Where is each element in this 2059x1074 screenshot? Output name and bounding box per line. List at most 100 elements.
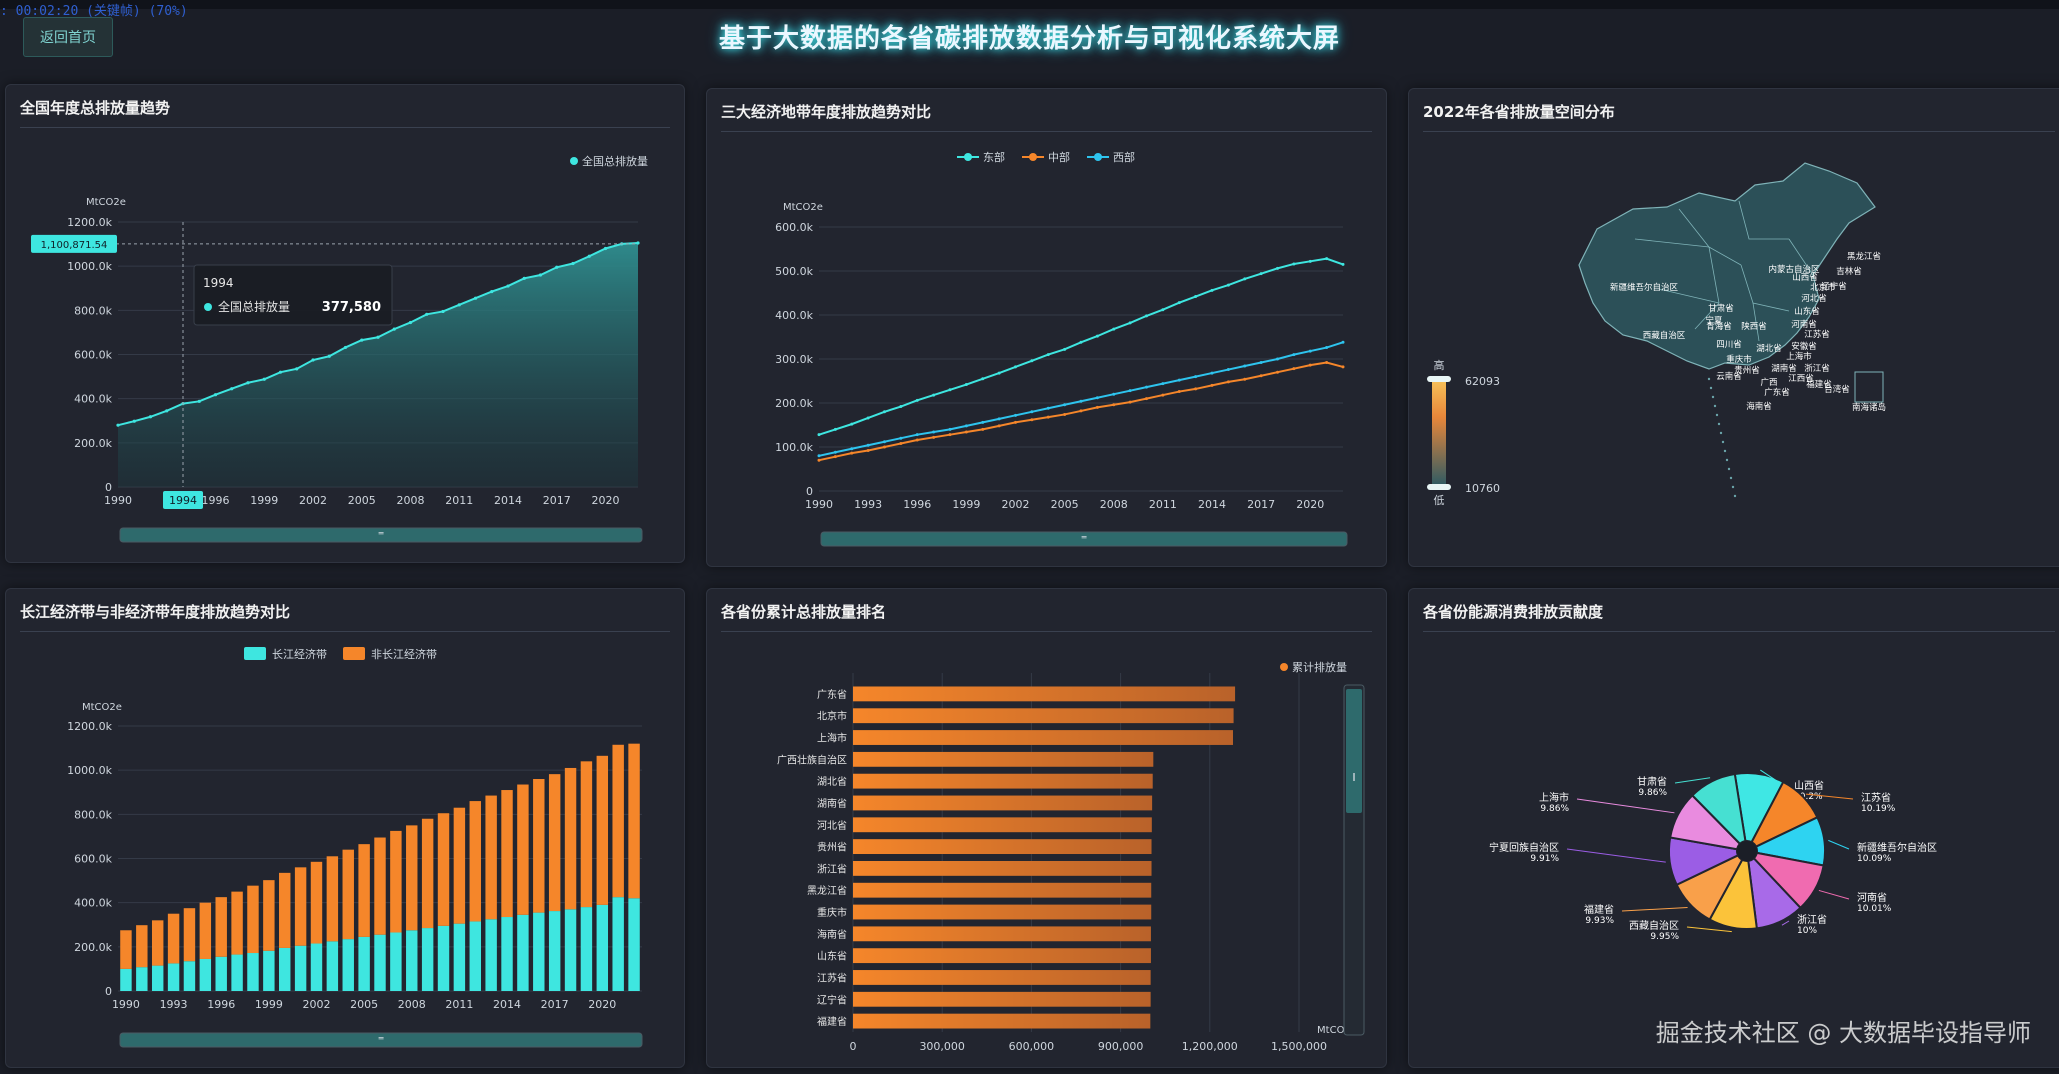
y-category-label: 河北省 — [817, 819, 847, 832]
data-point — [230, 387, 234, 391]
data-point — [1226, 283, 1230, 287]
pie-label-name: 上海市 — [1539, 791, 1569, 804]
pie-label-value: 10.2% — [1794, 792, 1823, 802]
bar-segment — [437, 925, 450, 991]
data-point — [1341, 262, 1345, 266]
visual-map-handle-bottom — [1427, 484, 1451, 490]
data-point — [1194, 375, 1198, 379]
y-tick-label: 0 — [806, 485, 813, 498]
divider — [20, 631, 670, 632]
province-label: 安徽省 — [1791, 341, 1817, 352]
pie-leader-line — [1828, 839, 1850, 850]
data-point — [587, 254, 591, 258]
data-point — [278, 370, 283, 374]
data-point — [997, 371, 1001, 375]
y-tick-label: 400.0k — [74, 897, 112, 910]
x-tick-label: 2011 — [445, 494, 473, 507]
island-dot — [1711, 395, 1715, 399]
yangtze-stacked-bar-chart[interactable]: MtCO2e 长江经济带 非长江经济带 0 200.0k 400.0k 600.0k 800.… — [6, 589, 684, 1067]
bar-segment — [628, 743, 640, 899]
bar-segment — [342, 849, 354, 940]
bar-segment — [469, 921, 481, 991]
data-point — [408, 320, 413, 325]
x-tick-label: 2005 — [1051, 498, 1079, 511]
pie-label-value: 9.93% — [1585, 916, 1614, 926]
bar-segment — [294, 945, 307, 991]
legend-marker — [570, 157, 578, 165]
bar-segment — [390, 830, 402, 933]
data-point — [1030, 410, 1034, 414]
province-border — [1738, 200, 1789, 240]
bar-segment — [358, 936, 370, 991]
ranking-bar-chart[interactable]: 累计排放量 0 300,000 600,000 900,000 1,200,000 1,50… — [707, 589, 1386, 1067]
data-point — [1259, 374, 1263, 378]
bar-segment — [548, 911, 561, 991]
data-point — [1161, 382, 1165, 386]
regions-line-chart[interactable]: MtCO2e 东部 中部 西部 0 100.0k 200.0k 300.0k 400.0k 500… — [707, 89, 1386, 566]
province-label: 江苏省 — [1804, 329, 1830, 340]
y-axis-unit: MtCO2e — [86, 197, 126, 208]
data-point — [997, 417, 1001, 421]
back-home-button[interactable]: 返回首页 — [23, 17, 113, 57]
bar-segment — [120, 968, 132, 991]
bar-segment — [215, 897, 227, 957]
island-dot — [1733, 494, 1737, 498]
y-tick-label: 800.0k — [74, 808, 112, 821]
y-category-label: 上海市 — [817, 732, 847, 745]
panel-national-trend: 全国年度总排放量趋势 MtCO2e 全国总排放量 0 200.0k 400.0k 600.… — [5, 84, 685, 563]
y-tick-label: 1200.0k — [67, 216, 112, 229]
y-category-label: 海南省 — [817, 928, 847, 941]
data-point — [1243, 377, 1247, 381]
bar-segment — [406, 825, 418, 931]
x-tick-label: 2002 — [1002, 498, 1030, 511]
bar-segment — [279, 872, 291, 948]
island-dot — [1729, 476, 1733, 480]
bar — [853, 686, 1236, 702]
bar-segment — [326, 941, 339, 991]
province-label: 辽宁省 — [1821, 281, 1847, 292]
bar-segment — [596, 904, 609, 991]
y-tick-label: 200.0k — [775, 397, 813, 410]
pie-label-name: 浙江省 — [1797, 913, 1827, 926]
national-area-chart[interactable]: MtCO2e 全国总排放量 0 200.0k 400.0k 600.0k 800.0k 100… — [6, 85, 684, 562]
data-point — [932, 430, 936, 434]
data-point — [899, 441, 903, 445]
panel-title: 长江经济带与非经济带年度排放趋势对比 — [20, 603, 291, 621]
data-point — [1276, 357, 1279, 361]
bar-segment — [406, 930, 418, 991]
bar — [853, 991, 1151, 1007]
bar-segment — [564, 909, 577, 991]
bar-segment — [580, 907, 593, 991]
island-dot — [1727, 467, 1731, 471]
legend-marker — [1029, 153, 1037, 161]
province-label: 浙江省 — [1804, 363, 1830, 374]
data-point — [964, 430, 968, 434]
province-border — [1788, 238, 1814, 276]
bar-segment — [453, 923, 466, 991]
x-tick-label: 2017 — [541, 998, 569, 1011]
x-tick-label: 1999 — [952, 498, 980, 511]
y-tick-label: 0 — [105, 481, 112, 494]
y-category-label: 黑龙江省 — [807, 884, 847, 897]
data-point — [295, 367, 299, 371]
bar — [853, 882, 1152, 898]
data-point — [866, 443, 870, 447]
bar-segment — [183, 961, 196, 991]
pie-label-name: 甘肃省 — [1637, 775, 1667, 788]
data-point — [311, 358, 315, 362]
panel-title: 全国年度总排放量趋势 — [20, 99, 171, 117]
bar-segment — [374, 837, 386, 935]
divider — [721, 131, 1372, 132]
bar-segment — [485, 919, 497, 991]
data-point — [246, 381, 250, 385]
data-point — [522, 276, 526, 280]
bar-segment — [310, 943, 323, 991]
divider — [1423, 131, 2055, 132]
data-point — [1112, 392, 1116, 396]
bar-segment — [469, 801, 481, 922]
pie-label-name: 河南省 — [1857, 891, 1887, 904]
province-border — [1678, 208, 1710, 248]
tooltip-box — [193, 264, 393, 326]
